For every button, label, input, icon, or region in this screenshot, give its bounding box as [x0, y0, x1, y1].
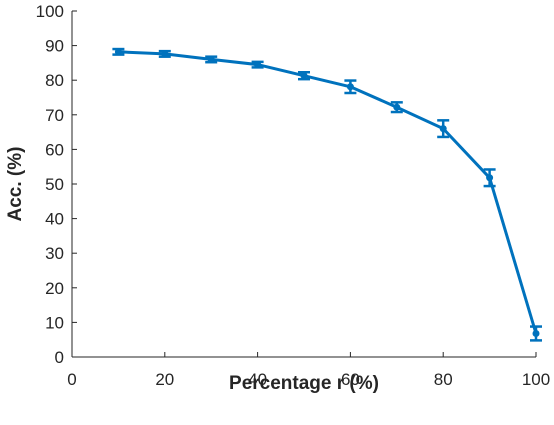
- data-point: [300, 72, 308, 80]
- y-tick-label: 0: [55, 348, 64, 367]
- x-tick-label: 0: [67, 370, 76, 389]
- data-point: [439, 125, 447, 133]
- y-tick-label: 90: [45, 37, 64, 56]
- data-point: [254, 61, 262, 69]
- y-tick-label: 40: [45, 210, 64, 229]
- y-tick-label: 80: [45, 71, 64, 90]
- x-axis: 0 20 40 60 80 100: [67, 352, 550, 389]
- x-tick-label: 100: [522, 370, 550, 389]
- data-point: [207, 55, 215, 63]
- data-point: [486, 174, 494, 182]
- data-point: [161, 50, 169, 58]
- data-point: [532, 329, 540, 337]
- y-tick-label: 100: [36, 2, 64, 21]
- y-tick-label: 60: [45, 140, 64, 159]
- series-layer: [112, 47, 542, 342]
- x-tick-label: 80: [434, 370, 453, 389]
- data-point: [393, 103, 401, 111]
- data-point: [114, 48, 122, 56]
- y-tick-label: 70: [45, 106, 64, 125]
- x-tick-label: 20: [155, 370, 174, 389]
- y-tick-label: 50: [45, 175, 64, 194]
- x-tick-label: 40: [248, 370, 267, 389]
- y-tick-label: 10: [45, 313, 64, 332]
- series-line: [116, 50, 538, 335]
- y-axis: 0 10 20 30 40 50 60 70 80 90 100: [36, 2, 77, 367]
- x-axis-title: Percentage r (%): [229, 373, 379, 394]
- x-tick-label: 60: [341, 370, 360, 389]
- y-tick-label: 20: [45, 279, 64, 298]
- y-tick-label: 30: [45, 244, 64, 263]
- data-point: [346, 83, 354, 91]
- y-axis-title: Acc. (%): [5, 147, 26, 222]
